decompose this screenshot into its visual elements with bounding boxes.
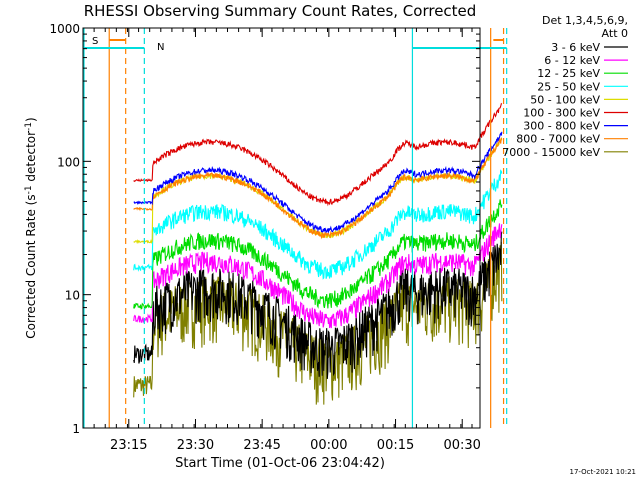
- x-tick-label: 00:15: [377, 438, 414, 453]
- legend-label-2: 12 - 25 keV: [537, 67, 600, 80]
- series-line-6: [133, 131, 503, 234]
- legend-header-detectors: Det 1,3,4,5,6,9,: [542, 14, 628, 27]
- legend-label-1: 6 - 12 keV: [544, 54, 600, 67]
- x-tick-label: 23:30: [177, 438, 214, 453]
- legend-header-attenuator: Att 0: [602, 27, 628, 40]
- y-tick-label: 1: [72, 422, 80, 436]
- x-tick-label: 23:45: [243, 438, 280, 453]
- plot-frame: [82, 27, 481, 429]
- y-tick-label: 100: [57, 155, 80, 169]
- legend-label-7: 800 - 7000 keV: [516, 133, 600, 146]
- legend-label-0: 3 - 6 keV: [551, 41, 600, 54]
- legend-label-4: 50 - 100 keV: [530, 93, 600, 106]
- series-line-0: [133, 231, 503, 379]
- x-tick-label: 23:15: [110, 438, 147, 453]
- axes: 1 10 100 1000 23:15 23:30 23:45 00:00 00:15 00:30: [49, 22, 480, 453]
- chart-title: RHESSI Observing Summary Count Rates, Co…: [84, 2, 477, 20]
- legend-label-5: 100 - 300 keV: [523, 107, 600, 120]
- series-line-3: [133, 169, 503, 280]
- series-line-1: [133, 223, 503, 329]
- series-line-4: [133, 137, 503, 245]
- series-line-8: [133, 241, 503, 405]
- y-tick-label: 10: [65, 289, 80, 303]
- y-axis-label: Corrected Count Rate (s-1 detector-1): [24, 117, 38, 338]
- legend-label-8: 7000 - 15000 keV: [502, 146, 600, 159]
- plot-area: SN: [83, 28, 508, 428]
- legend-label-6: 300 - 800 keV: [523, 120, 600, 133]
- x-axis-label: Start Time (01-Oct-06 23:04:42): [175, 456, 385, 471]
- series-line-7: [133, 137, 503, 240]
- night-label: N: [157, 42, 164, 53]
- x-tick-label: 00:00: [310, 438, 347, 453]
- series-line-5: [133, 102, 503, 207]
- series-line-2: [133, 199, 503, 311]
- saa-label: S: [92, 36, 98, 47]
- y-tick-label: 1000: [49, 22, 80, 36]
- legend-label-3: 25 - 50 keV: [537, 80, 600, 93]
- footer-date: 17-Oct-2021 10:21: [570, 468, 636, 476]
- x-tick-label: 00:30: [443, 438, 480, 453]
